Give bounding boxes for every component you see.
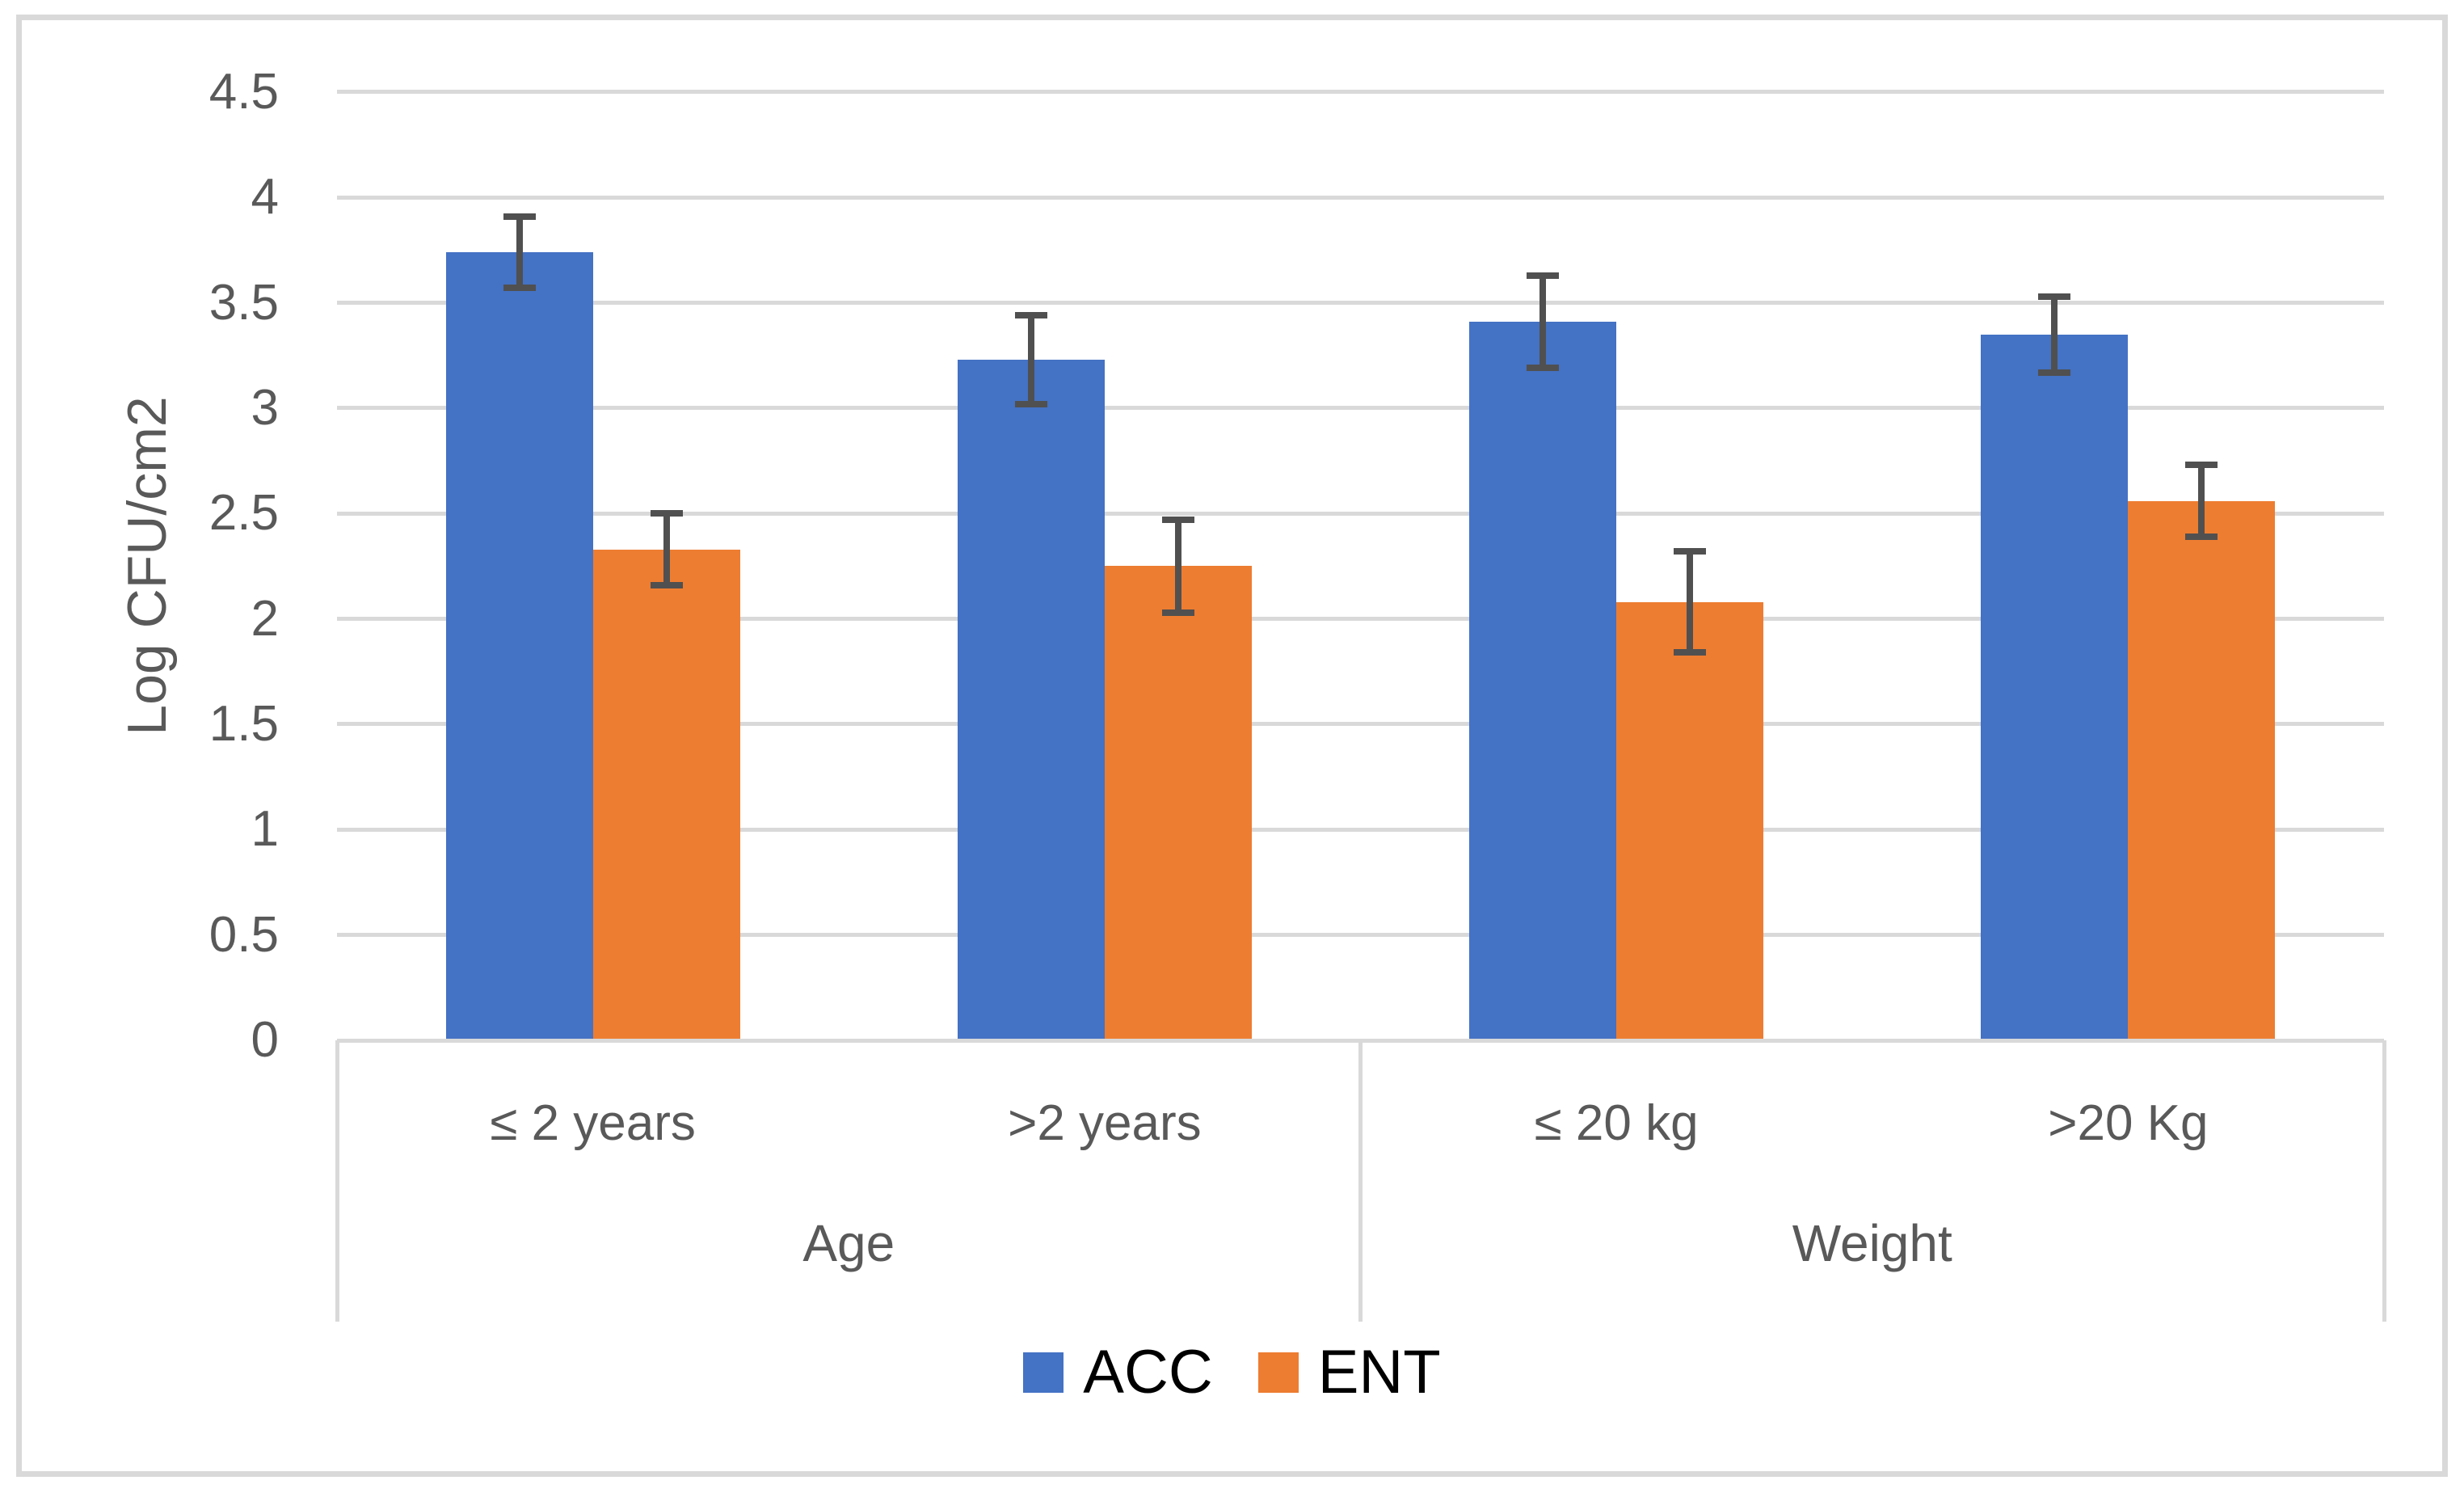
error-bar-ENT-3 bbox=[2198, 465, 2205, 537]
y-tick-label-3: 3 bbox=[251, 379, 279, 436]
error-bar-cap-top-ACC-3 bbox=[2038, 293, 2071, 300]
category-separator bbox=[335, 1040, 339, 1322]
gridline-1 bbox=[337, 827, 2384, 832]
y-tick-label-4.5: 4.5 bbox=[208, 63, 279, 120]
gridline-3 bbox=[337, 406, 2384, 411]
y-tick-label-1: 1 bbox=[251, 801, 279, 858]
bar-ENT-2 bbox=[1616, 601, 1764, 1040]
bar-ENT-3 bbox=[2128, 500, 2276, 1040]
bar-ACC-1 bbox=[957, 359, 1105, 1040]
error-bar-ENT-2 bbox=[1687, 551, 1694, 653]
legend-swatch-ACC bbox=[1023, 1352, 1064, 1393]
gridline-0.5 bbox=[337, 933, 2384, 938]
error-bar-cap-bottom-ENT-0 bbox=[650, 581, 683, 588]
gridline-2.5 bbox=[337, 511, 2384, 516]
gridline-1.5 bbox=[337, 722, 2384, 727]
legend-label-ENT: ENT bbox=[1317, 1338, 1441, 1407]
y-axis-title: Log CFU/cm2 bbox=[116, 396, 178, 736]
error-bar-ENT-1 bbox=[1174, 520, 1181, 613]
category-separator bbox=[2382, 1040, 2386, 1322]
error-bar-cap-top-ENT-1 bbox=[1161, 517, 1194, 524]
figure-border bbox=[16, 15, 2448, 1477]
error-bar-ACC-3 bbox=[2051, 296, 2058, 373]
error-bar-cap-bottom-ENT-3 bbox=[2185, 533, 2218, 540]
gridline-4.5 bbox=[337, 90, 2384, 95]
bar-ACC-3 bbox=[1981, 334, 2129, 1040]
error-bar-cap-top-ACC-0 bbox=[503, 213, 536, 220]
error-bar-cap-bottom-ENT-1 bbox=[1161, 609, 1194, 616]
gridline-2 bbox=[337, 617, 2384, 622]
y-tick-label-0.5: 0.5 bbox=[208, 906, 279, 963]
y-tick-label-2: 2 bbox=[251, 590, 279, 647]
gridline-3.5 bbox=[337, 301, 2384, 306]
category-separator bbox=[1358, 1040, 1363, 1322]
y-tick-label-4: 4 bbox=[251, 169, 279, 226]
error-bar-cap-bottom-ACC-3 bbox=[2038, 369, 2071, 376]
group-label-weight: Weight bbox=[1792, 1214, 1952, 1272]
legend-label-ACC: ACC bbox=[1083, 1338, 1213, 1407]
error-bar-cap-top-ENT-3 bbox=[2185, 462, 2218, 469]
error-bar-ENT-0 bbox=[663, 513, 670, 585]
error-bar-cap-bottom-ACC-0 bbox=[503, 285, 536, 292]
legend-swatch-ENT bbox=[1257, 1352, 1299, 1393]
error-bar-cap-top-ENT-0 bbox=[650, 510, 683, 517]
bar-ACC-0 bbox=[445, 251, 593, 1040]
category-label-1: >2 years bbox=[1008, 1095, 1202, 1151]
bar-ENT-0 bbox=[592, 549, 740, 1040]
error-bar-ACC-0 bbox=[516, 216, 523, 289]
gridline-4 bbox=[337, 195, 2384, 200]
error-bar-cap-bottom-ACC-2 bbox=[1527, 365, 1560, 372]
group-label-age: Age bbox=[802, 1214, 895, 1272]
category-label-0: ≤ 2 years bbox=[490, 1095, 696, 1151]
category-label-2: ≤ 20 kg bbox=[1534, 1095, 1699, 1151]
error-bar-cap-top-ACC-1 bbox=[1014, 312, 1047, 319]
y-tick-label-2.5: 2.5 bbox=[208, 485, 279, 542]
bar-ACC-2 bbox=[1469, 322, 1617, 1040]
error-bar-cap-bottom-ACC-1 bbox=[1014, 400, 1047, 407]
error-bar-cap-bottom-ENT-2 bbox=[1674, 649, 1707, 656]
error-bar-ACC-1 bbox=[1027, 315, 1034, 404]
error-bar-cap-top-ENT-2 bbox=[1674, 548, 1707, 555]
y-tick-label-3.5: 3.5 bbox=[208, 274, 279, 331]
bar-ENT-1 bbox=[1104, 566, 1252, 1040]
legend-item-ACC: ACC bbox=[1023, 1338, 1213, 1407]
y-tick-label-0: 0 bbox=[251, 1012, 279, 1068]
y-tick-label-1.5: 1.5 bbox=[208, 695, 279, 752]
error-bar-ACC-2 bbox=[1539, 275, 1547, 369]
category-label-3: >20 Kg bbox=[2048, 1095, 2209, 1151]
error-bar-cap-top-ACC-2 bbox=[1527, 272, 1560, 279]
legend-item-ENT: ENT bbox=[1257, 1338, 1441, 1407]
legend: ACC ENT bbox=[0, 1334, 2464, 1411]
